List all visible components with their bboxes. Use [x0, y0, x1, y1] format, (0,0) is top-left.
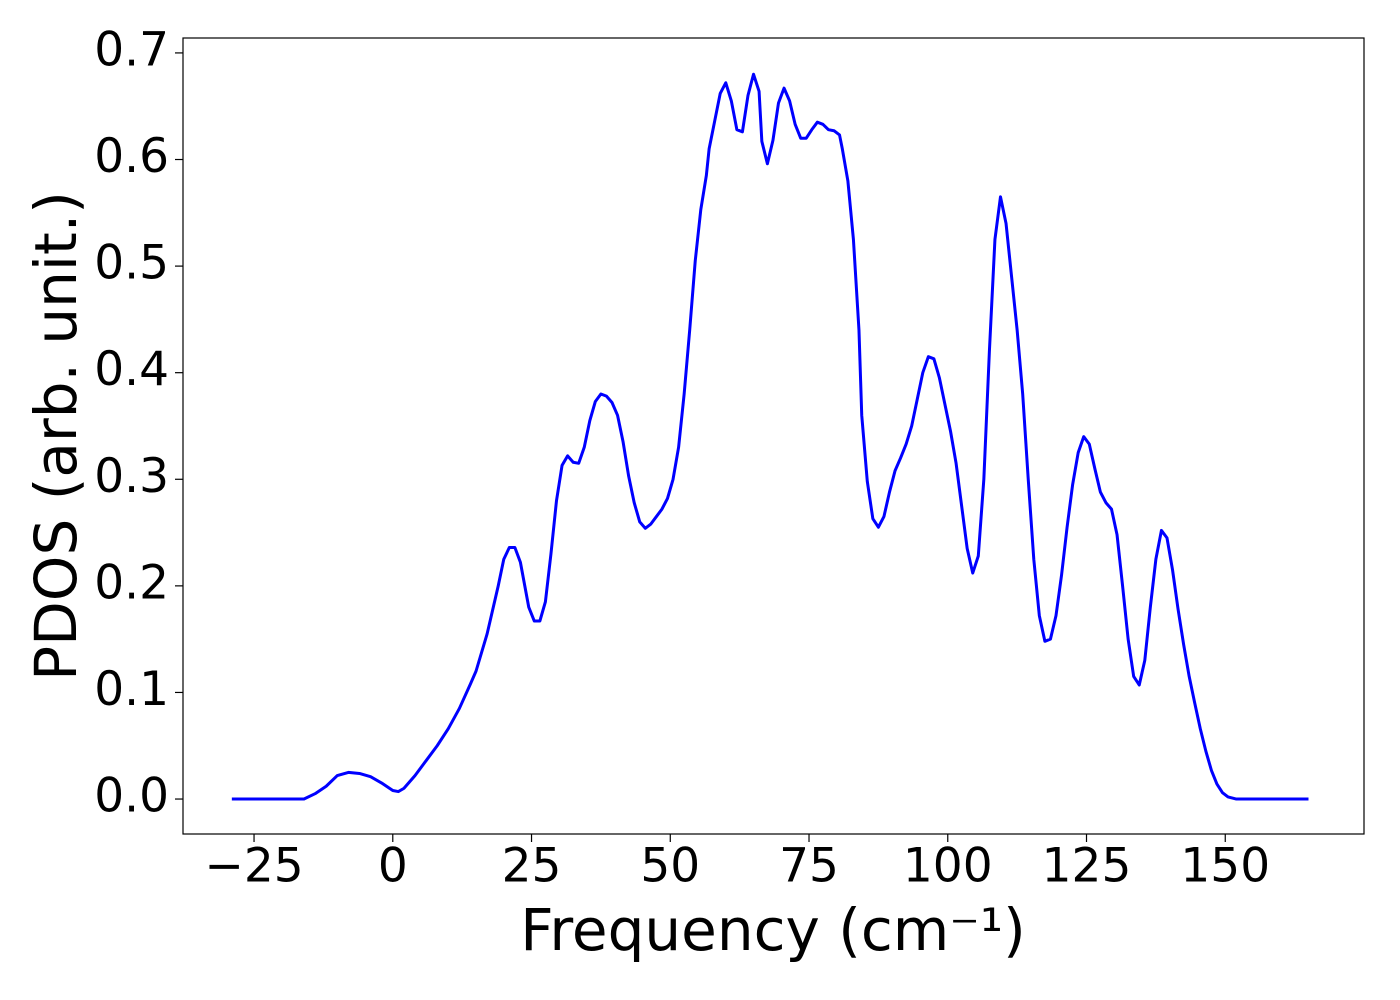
y-tick-label: 0.3 — [94, 449, 169, 504]
y-tick-label: 0.7 — [94, 22, 169, 77]
x-tick-label: 100 — [903, 839, 993, 894]
y-axis-label: PDOS (arb. unit.) — [22, 191, 90, 681]
axes-frame — [182, 37, 1365, 835]
x-tick-label: 0 — [378, 839, 408, 894]
x-axis-label: Frequency (cm⁻¹) — [520, 896, 1026, 964]
y-tick-label: 0.5 — [94, 236, 169, 291]
y-tick-label: 0.0 — [94, 769, 169, 824]
y-tick-label: 0.4 — [94, 342, 169, 397]
y-tick-label: 0.6 — [94, 129, 169, 184]
x-tick-label: −25 — [204, 839, 303, 894]
x-tick-label: 75 — [779, 839, 839, 894]
y-tick-label: 0.1 — [94, 662, 169, 717]
x-tick-label: 25 — [502, 839, 562, 894]
x-tick-label: 125 — [1042, 839, 1132, 894]
x-tick-label: 150 — [1180, 839, 1270, 894]
data-line — [231, 72, 1309, 801]
y-tick-label: 0.2 — [94, 555, 169, 610]
x-tick-label: 50 — [640, 839, 700, 894]
